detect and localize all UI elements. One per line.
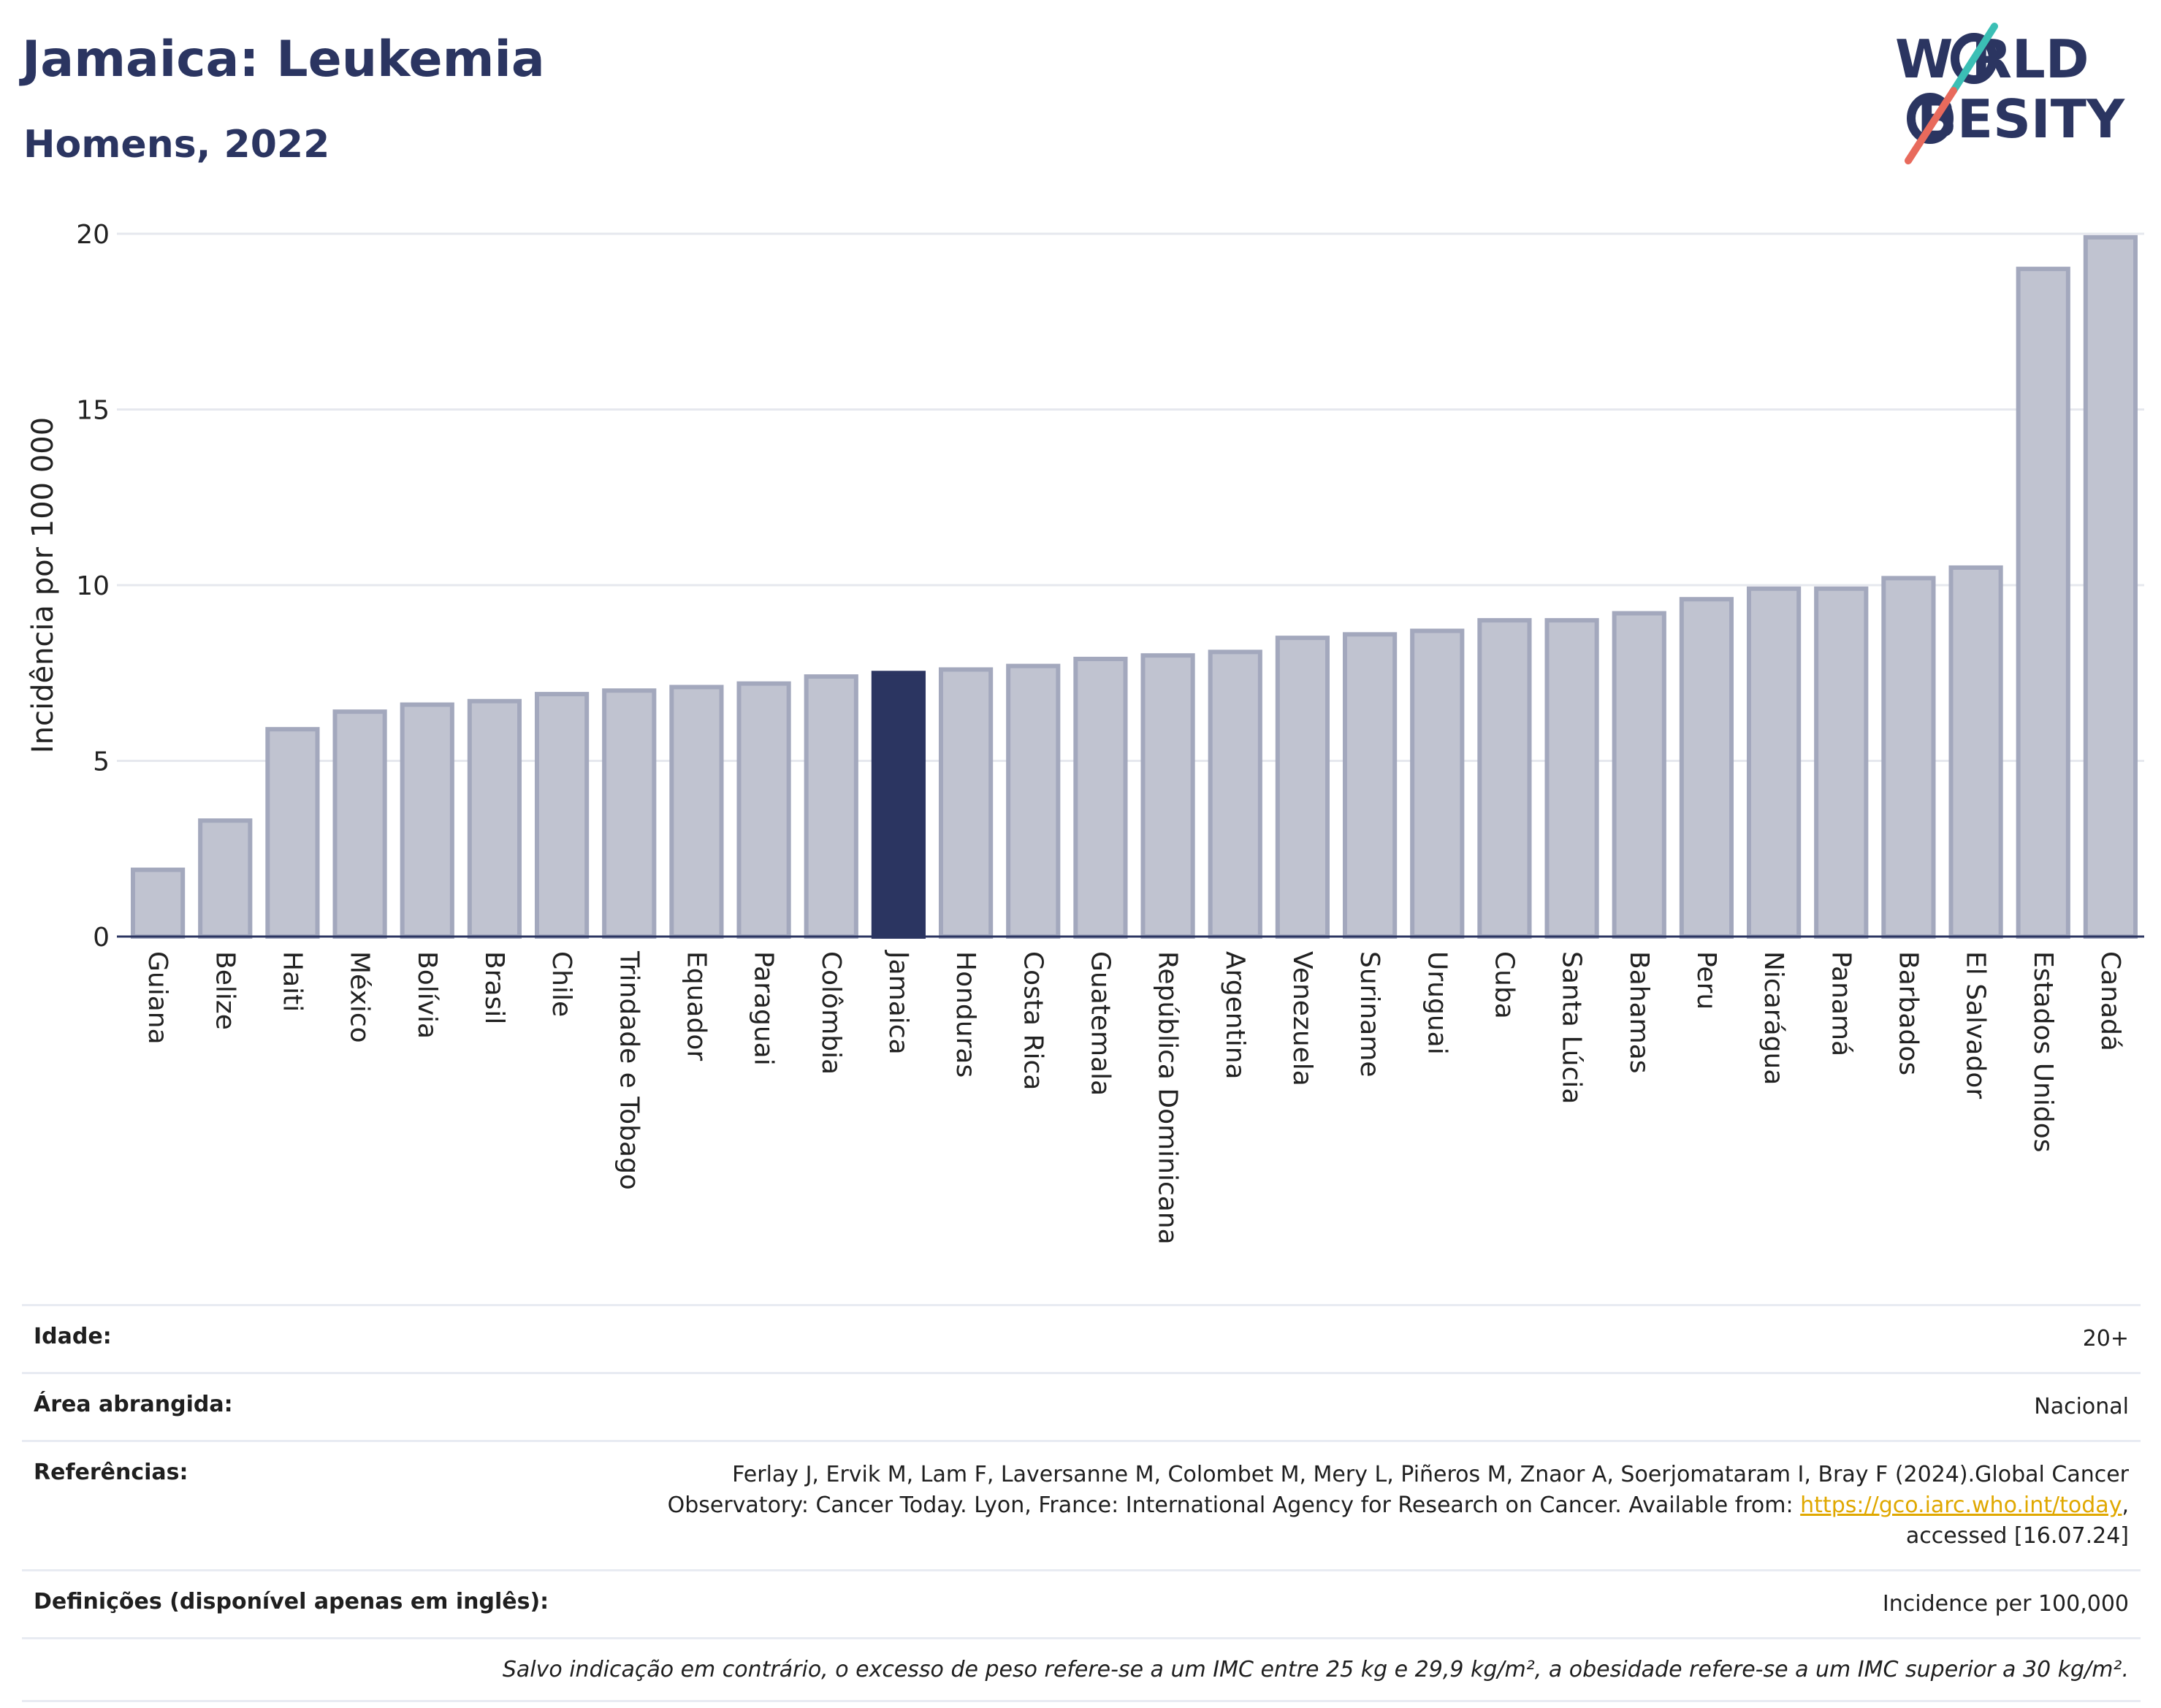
metadata-table: Idade: 20+ Área abrangida: Nacional Refe… (22, 1304, 2141, 1702)
chart-grid (117, 232, 2144, 762)
x-tick-label: Paraguai (749, 951, 779, 1066)
chart-title: Jamaica: Leukemia (22, 31, 545, 88)
x-tick-label: El Salvador (1961, 951, 1991, 1099)
bar-honduras (938, 667, 994, 939)
bar-paraguai (736, 681, 791, 939)
x-tick-label: Chile (546, 951, 576, 1017)
bar-argentina (1208, 649, 1262, 939)
bar-chart: 0 5 10 15 20 Guiana Belize Haiti México Bolívia B… (26, 220, 2144, 1245)
references-text-2: , accessed [16.07.24] (1905, 1492, 2129, 1549)
bar-canadá (2083, 235, 2138, 939)
bars (130, 235, 2138, 939)
x-tick-label: Honduras (950, 951, 980, 1078)
x-tick-label: México (345, 951, 375, 1043)
area-value: Nacional (2034, 1394, 2129, 1419)
age-label: Idade: (34, 1324, 112, 1349)
x-tick-label: Estados Unidos (2028, 951, 2058, 1153)
y-tick-label: 0 (93, 923, 110, 953)
bar-venezuela (1275, 636, 1330, 939)
bar-estados-unidos (2016, 267, 2070, 939)
bar-costa-rica (1006, 663, 1061, 939)
x-tick-label: Colômbia (816, 951, 846, 1075)
x-tick-label: Cuba (1489, 951, 1519, 1019)
bar-panamá (1814, 586, 1869, 939)
bar-trindade-e-tobago (602, 688, 657, 939)
footnote: Salvo indicação em contrário, o excesso … (22, 1637, 2141, 1702)
x-tick-label: República Dominicana (1153, 951, 1183, 1245)
x-tick-label: Guiana (142, 951, 172, 1045)
x-tick-label: Equador (681, 951, 711, 1061)
x-tick-label: Guatemala (1085, 951, 1115, 1096)
bar-uruguai (1410, 628, 1465, 939)
bar-chile (534, 692, 590, 939)
bar-equador (669, 685, 724, 939)
x-tick-label: Nicarágua (1758, 951, 1788, 1085)
meta-row-age: Idade: 20+ (22, 1304, 2141, 1372)
x-tick-label: Trindade e Tobago (614, 950, 644, 1190)
x-tick-label: Peru (1691, 951, 1721, 1010)
chart-subtitle: Homens, 2022 (23, 123, 330, 167)
bar-barbados (1881, 576, 1936, 939)
references-label: Referências: (34, 1460, 188, 1485)
bar-jamaica (871, 671, 926, 939)
y-tick-label: 5 (93, 747, 110, 777)
y-axis-title: Incidência por 100 000 (26, 417, 60, 753)
x-tick-label: Jamaica (883, 950, 913, 1055)
x-tick-label: Brasil (479, 951, 509, 1024)
x-tick-label: Costa Rica (1018, 951, 1048, 1090)
references-value: Ferlay J, Ervik M, Lam F, Laversanne M, … (595, 1460, 2129, 1552)
bar-guiana (130, 867, 186, 939)
x-tick-label: Bahamas (1624, 951, 1654, 1074)
x-tick-label: Barbados (1893, 951, 1923, 1075)
x-tick-label: Panamá (1826, 951, 1856, 1056)
y-tick-label: 20 (76, 220, 110, 250)
bar-bahamas (1612, 611, 1666, 939)
bar-guatemala (1073, 657, 1128, 939)
x-tick-label: Canadá (2095, 951, 2125, 1051)
x-tick-label: Haiti (277, 951, 307, 1012)
bar-suriname (1342, 632, 1398, 939)
y-axis-ticks: 0 5 10 15 20 (76, 220, 110, 953)
area-label: Área abrangida: (34, 1392, 233, 1417)
y-tick-label: 10 (76, 571, 110, 601)
x-axis-labels: Guiana Belize Haiti México Bolívia Brasil Chil… (142, 950, 2125, 1245)
bar-bolívia (400, 702, 454, 939)
definitions-value: Incidence per 100,000 (1882, 1591, 2129, 1617)
bar-colômbia (804, 674, 858, 939)
bar-belize (198, 818, 253, 939)
bar-brasil (467, 698, 522, 939)
bar-haiti (265, 727, 320, 939)
bar-méxico (332, 709, 387, 939)
definitions-label: Definições (disponível apenas em inglês)… (34, 1589, 549, 1614)
x-tick-label: Bolívia (412, 951, 442, 1039)
age-value: 20+ (2082, 1326, 2129, 1351)
bar-el-salvador (1948, 565, 2003, 939)
bar-república-dominicana (1140, 653, 1195, 939)
x-tick-label: Uruguai (1422, 951, 1452, 1055)
meta-row-references: Referências: Ferlay J, Ervik M, Lam F, L… (22, 1440, 2141, 1569)
bar-nicarágua (1746, 586, 1802, 939)
bar-peru (1679, 597, 1734, 939)
meta-row-area: Área abrangida: Nacional (22, 1372, 2141, 1440)
world-obesity-logo: W RLD BESITY (1895, 23, 2125, 164)
x-tick-label: Suriname (1354, 951, 1384, 1078)
x-tick-label: Venezuela (1287, 951, 1317, 1086)
meta-row-definitions: Definições (disponível apenas em inglês)… (22, 1569, 2141, 1637)
references-link[interactable]: https://gco.iarc.who.int/today (1800, 1492, 2122, 1518)
x-tick-label: Santa Lúcia (1557, 951, 1587, 1104)
bar-cuba (1477, 618, 1532, 939)
bar-santa-lúcia (1544, 618, 1599, 939)
x-tick-label: Argentina (1220, 951, 1250, 1080)
x-tick-label: Belize (210, 951, 240, 1030)
y-tick-label: 15 (76, 396, 110, 426)
references-text-1: Ferlay J, Ervik M, Lam F, Laversanne M, … (667, 1462, 2129, 1518)
